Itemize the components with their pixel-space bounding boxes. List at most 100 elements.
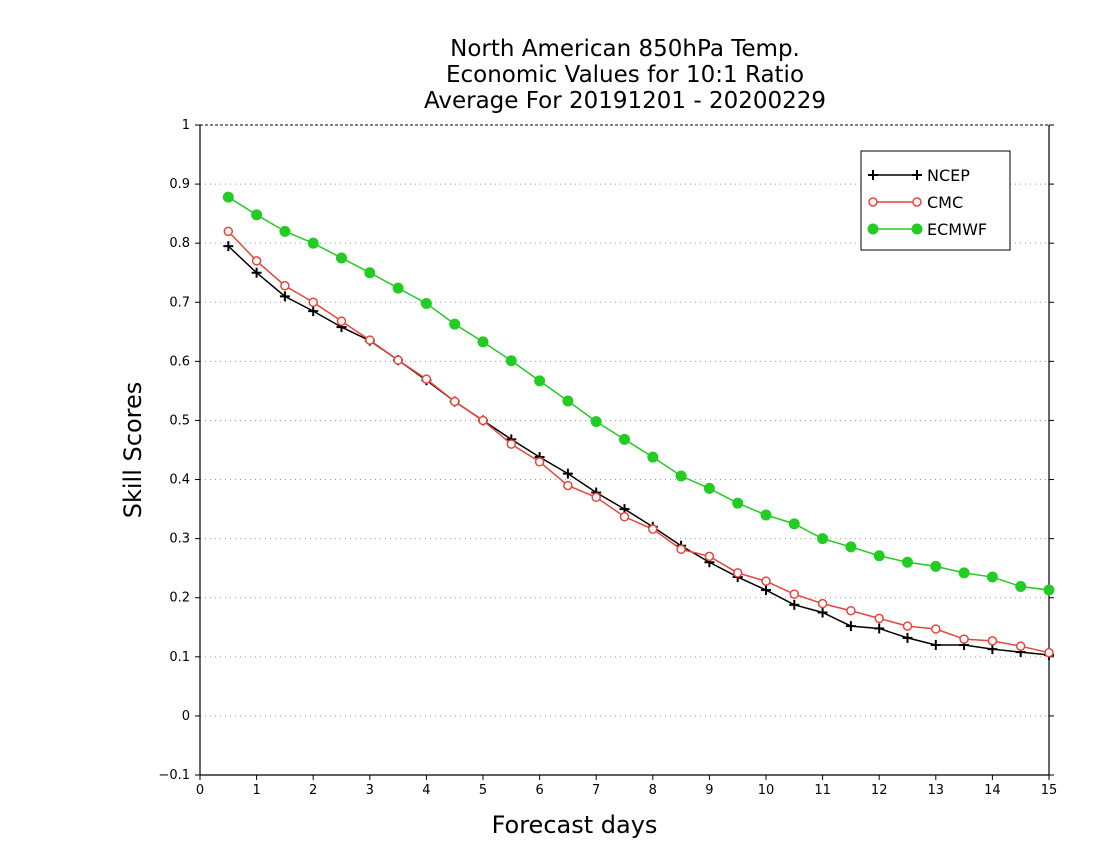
data-point bbox=[591, 492, 601, 503]
data-point bbox=[648, 524, 658, 534]
data-point bbox=[336, 316, 347, 326]
x-tick-label: 1 bbox=[252, 783, 260, 798]
y-tick-label: 0.8 bbox=[169, 236, 190, 251]
data-point bbox=[365, 335, 375, 345]
x-tick-label: 2 bbox=[309, 783, 317, 798]
data-point bbox=[959, 634, 969, 644]
data-point bbox=[902, 621, 913, 631]
data-point bbox=[534, 457, 545, 467]
x-tick-label: 10 bbox=[758, 783, 775, 798]
data-point bbox=[760, 509, 772, 521]
data-point bbox=[1043, 584, 1055, 596]
grid-lines bbox=[200, 183, 1049, 717]
data-point bbox=[420, 297, 432, 309]
data-point bbox=[251, 267, 262, 278]
data-point bbox=[867, 223, 879, 235]
y-axis-label: Skill Scores bbox=[119, 382, 147, 519]
data-point bbox=[930, 640, 941, 650]
y-tick-label: 0.2 bbox=[169, 591, 190, 606]
series-ecmwf bbox=[222, 191, 1055, 596]
data-point bbox=[911, 223, 923, 235]
data-point bbox=[902, 632, 913, 643]
y-tick-label: 0 bbox=[182, 709, 190, 724]
x-tick-label: 11 bbox=[814, 783, 831, 798]
data-point bbox=[364, 267, 376, 279]
data-point bbox=[619, 433, 630, 445]
legend-label: CMC bbox=[927, 193, 963, 212]
data-point bbox=[788, 518, 800, 530]
data-point bbox=[732, 497, 744, 509]
data-point bbox=[308, 306, 319, 317]
data-point bbox=[817, 598, 828, 609]
data-point bbox=[534, 375, 546, 387]
y-tick-label: 1 bbox=[182, 118, 190, 133]
data-point bbox=[874, 613, 884, 624]
data-point bbox=[251, 209, 263, 221]
x-tick-label: 7 bbox=[592, 783, 600, 798]
data-point bbox=[562, 468, 573, 479]
data-point bbox=[987, 636, 998, 646]
y-tick-label: 0.7 bbox=[169, 295, 190, 310]
data-point bbox=[279, 291, 290, 302]
data-point bbox=[449, 396, 460, 407]
y-tick-label: 0.6 bbox=[169, 354, 190, 369]
axes: −0.100.10.20.30.40.50.60.70.80.910 1 2 3 4 5 6… bbox=[158, 118, 1057, 798]
legend-item-ncep: NCEP bbox=[868, 166, 970, 185]
legend: NCEP CMC ECMWF bbox=[860, 150, 1011, 251]
legend-item-cmc: CMC bbox=[868, 193, 963, 212]
x-tick-label: 12 bbox=[871, 783, 888, 798]
x-tick-label: 9 bbox=[705, 783, 713, 798]
data-point bbox=[845, 541, 857, 553]
data-point bbox=[563, 480, 573, 491]
chart-title-line-3: Average For 20191201 - 20200229 bbox=[423, 88, 827, 114]
data-point bbox=[449, 318, 461, 330]
data-point bbox=[675, 470, 687, 482]
x-tick-label: 4 bbox=[422, 783, 430, 798]
data-point bbox=[930, 560, 942, 572]
data-point bbox=[336, 252, 347, 264]
data-point bbox=[251, 256, 262, 266]
data-point bbox=[761, 585, 771, 596]
series-cmc bbox=[223, 226, 1054, 658]
data-point bbox=[393, 355, 403, 365]
chart-title-line-1: North American 850hPa Temp. bbox=[450, 36, 800, 62]
legend-box bbox=[860, 150, 1011, 251]
data-point bbox=[478, 415, 488, 426]
y-tick-label: 0.4 bbox=[169, 473, 190, 488]
series-line bbox=[227, 245, 1050, 656]
x-tick-label: 5 bbox=[479, 783, 487, 798]
data-point bbox=[912, 197, 922, 207]
chart-title-line-2: Economic Values for 10:1 Ratio bbox=[445, 62, 805, 88]
data-point bbox=[846, 605, 856, 616]
series-line bbox=[227, 230, 1050, 654]
data-point bbox=[647, 451, 659, 463]
x-tick-label: 13 bbox=[928, 783, 945, 798]
data-point bbox=[703, 482, 715, 494]
data-point bbox=[505, 355, 517, 367]
y-tick-label: −0.1 bbox=[158, 768, 190, 783]
data-point bbox=[958, 567, 970, 579]
data-point bbox=[817, 607, 828, 618]
legend-item-ecmwf: ECMWF bbox=[867, 220, 987, 239]
data-point bbox=[704, 551, 715, 562]
data-point bbox=[789, 599, 800, 610]
data-point bbox=[223, 241, 234, 252]
y-tick-label: 0.5 bbox=[169, 413, 190, 428]
y-tick-label: 0.1 bbox=[169, 650, 190, 665]
data-point bbox=[868, 170, 878, 180]
data-point bbox=[987, 644, 998, 655]
data-point bbox=[761, 576, 771, 586]
data-point bbox=[676, 544, 686, 555]
x-tick-label: 0 bbox=[196, 783, 204, 798]
data-point bbox=[562, 395, 574, 407]
data-point bbox=[845, 621, 856, 632]
data-point bbox=[868, 197, 878, 207]
data-point bbox=[280, 280, 290, 291]
data-point bbox=[817, 533, 829, 545]
x-tick-label: 3 bbox=[366, 783, 374, 798]
data-point bbox=[1044, 647, 1054, 658]
data-point bbox=[506, 439, 517, 449]
data-point bbox=[931, 624, 941, 634]
y-tick-label: 0.9 bbox=[169, 177, 190, 192]
